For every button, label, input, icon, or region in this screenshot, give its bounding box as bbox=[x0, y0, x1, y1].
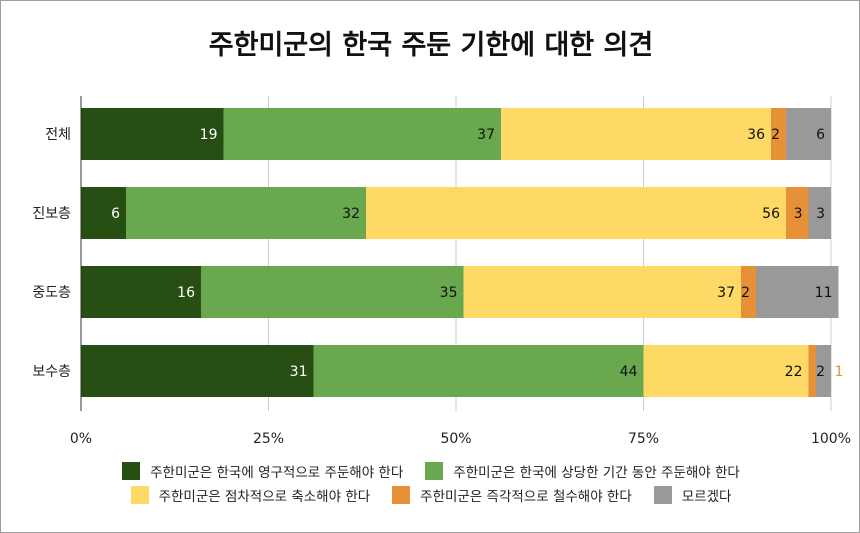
data-label: 36 bbox=[747, 127, 765, 143]
bar-segment bbox=[223, 108, 501, 160]
data-label: 6 bbox=[111, 206, 120, 222]
legend-label: 모르겠다 bbox=[681, 489, 732, 505]
bar-segment bbox=[808, 345, 816, 397]
category-label: 중도층 bbox=[32, 285, 71, 301]
x-tick-label: 75% bbox=[628, 431, 659, 447]
data-label: 35 bbox=[440, 285, 458, 301]
bar-segment bbox=[501, 108, 771, 160]
data-label: 37 bbox=[477, 127, 495, 143]
data-label: 19 bbox=[200, 127, 218, 143]
category-label: 전체 bbox=[45, 127, 71, 143]
bar-segment bbox=[366, 187, 786, 239]
bar-segment bbox=[81, 345, 314, 397]
bar-segment bbox=[463, 266, 741, 318]
legend-swatch bbox=[425, 462, 444, 480]
legend-label: 주한미군은 즉각적으로 철수해야 한다 bbox=[420, 489, 632, 505]
legend-item: 주한미군은 즉각적으로 철수해야 한다 bbox=[392, 485, 632, 505]
bar-segment bbox=[786, 187, 809, 239]
category-label: 진보층 bbox=[32, 206, 71, 222]
data-label: 3 bbox=[816, 206, 825, 222]
bar-segment bbox=[771, 108, 786, 160]
legend-label: 주한미군은 점차적으로 축소해야 한다 bbox=[158, 489, 371, 505]
legend-row-1: 주한미군은 한국에 영구적으로 주둔해야 한다 주한미군은 한국에 상당한 기간 … bbox=[1, 461, 860, 481]
bar-segment bbox=[808, 187, 831, 239]
legend-item: 주한미군은 한국에 상당한 기간 동안 주둔해야 한다 bbox=[425, 461, 740, 481]
bar-segment bbox=[81, 266, 201, 318]
data-label: 37 bbox=[717, 285, 735, 301]
data-label: 2 bbox=[771, 127, 780, 143]
legend-label: 주한미군은 한국에 영구적으로 주둔해야 한다 bbox=[150, 465, 404, 481]
data-label: 44 bbox=[620, 364, 638, 380]
data-label: 6 bbox=[816, 127, 825, 143]
data-label: 1 bbox=[835, 364, 844, 380]
x-tick-label: 25% bbox=[253, 431, 284, 447]
bar-segment bbox=[313, 345, 644, 397]
bar-segment bbox=[756, 266, 839, 318]
bar-segment bbox=[786, 108, 831, 160]
bar-segment bbox=[81, 187, 126, 239]
data-label: 31 bbox=[290, 364, 308, 380]
category-label: 보수층 bbox=[32, 364, 71, 380]
bar-segment bbox=[643, 345, 809, 397]
bar-segment bbox=[81, 108, 224, 160]
legend-swatch bbox=[653, 486, 672, 504]
legend-swatch bbox=[130, 486, 149, 504]
x-tick-label: 0% bbox=[70, 431, 92, 447]
bar-segment bbox=[816, 345, 831, 397]
data-label: 22 bbox=[785, 364, 803, 380]
data-label: 2 bbox=[816, 364, 825, 380]
x-tick-label: 100% bbox=[811, 431, 851, 447]
data-label: 32 bbox=[342, 206, 360, 222]
data-label: 2 bbox=[741, 285, 750, 301]
legend-label: 주한미군은 한국에 상당한 기간 동안 주둔해야 한다 bbox=[453, 465, 740, 481]
legend-swatch bbox=[392, 486, 411, 504]
legend-item: 주한미군은 점차적으로 축소해야 한다 bbox=[130, 485, 371, 505]
legend-item: 모르겠다 bbox=[653, 485, 732, 505]
data-label: 16 bbox=[177, 285, 195, 301]
data-label: 11 bbox=[815, 285, 833, 301]
data-label: 56 bbox=[762, 206, 780, 222]
x-tick-label: 50% bbox=[440, 431, 471, 447]
bar-segment bbox=[741, 266, 756, 318]
data-label: 3 bbox=[794, 206, 803, 222]
legend-item: 주한미군은 한국에 영구적으로 주둔해야 한다 bbox=[122, 461, 403, 481]
bar-segment bbox=[201, 266, 464, 318]
chart-title: 주한미군의 한국 주둔 기한에 대한 의견 bbox=[208, 30, 654, 61]
legend-row-2: 주한미군은 점차적으로 축소해야 한다 주한미군은 즉각적으로 철수해야 한다 모르… bbox=[1, 485, 860, 505]
bar-segment bbox=[126, 187, 366, 239]
legend-swatch bbox=[122, 462, 141, 480]
